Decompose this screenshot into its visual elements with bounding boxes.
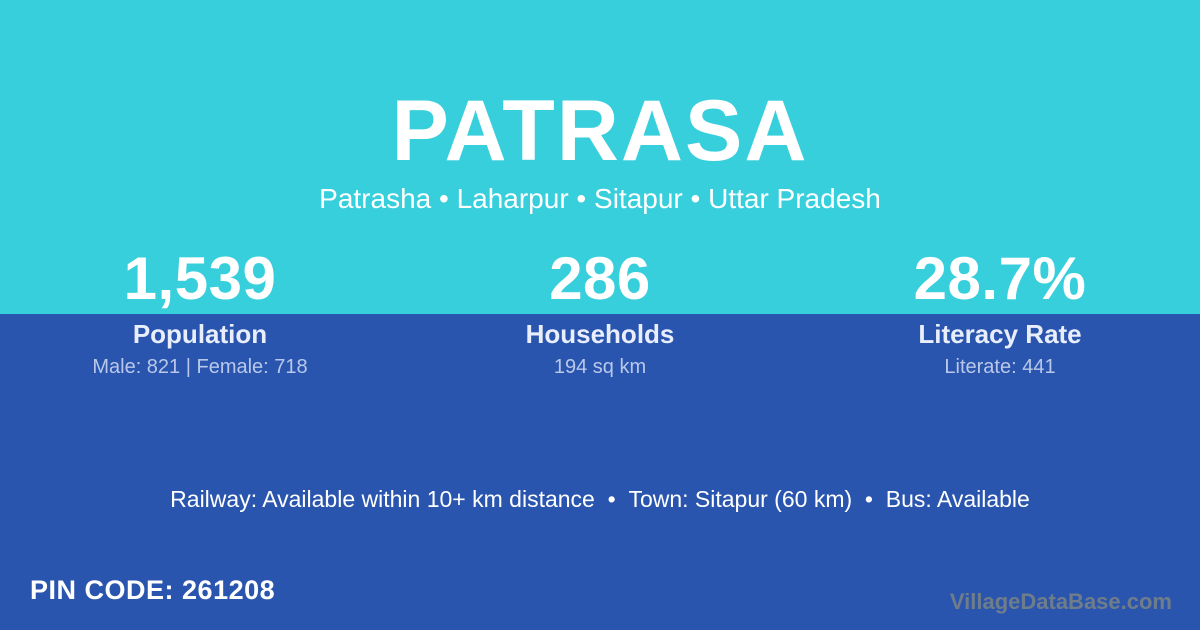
households-value: 286	[549, 245, 651, 312]
literacy-value: 28.7%	[913, 245, 1087, 312]
pin-code-value: 261208	[182, 575, 276, 605]
site-watermark: VillageDataBase.com	[949, 589, 1172, 614]
literacy-label: Literacy Rate	[918, 319, 1082, 349]
stat-population: 1,539 Population Male: 821 | Female: 718	[0, 245, 400, 379]
households-label: Households	[525, 319, 675, 349]
stats-row: 1,539 Population Male: 821 | Female: 718…	[0, 245, 1200, 379]
pin-code-label: PIN CODE:	[30, 575, 175, 605]
hero-section	[0, 0, 1200, 314]
pin-code: PIN CODE: 261208	[30, 575, 275, 606]
population-value: 1,539	[123, 245, 277, 312]
location-breadcrumb: Patrasha • Laharpur • Sitapur • Uttar Pr…	[319, 183, 881, 214]
households-detail: 194 sq km	[553, 356, 647, 378]
village-title: PATRASA	[391, 83, 809, 179]
stat-literacy: 28.7% Literacy Rate Literate: 441	[800, 245, 1200, 379]
stat-households: 286 Households 194 sq km	[400, 245, 800, 379]
connectivity-summary: Railway: Available within 10+ km distanc…	[170, 486, 1030, 512]
literacy-detail: Literate: 441	[944, 356, 1056, 378]
population-detail: Male: 821 | Female: 718	[92, 356, 308, 378]
population-label: Population	[132, 319, 268, 349]
